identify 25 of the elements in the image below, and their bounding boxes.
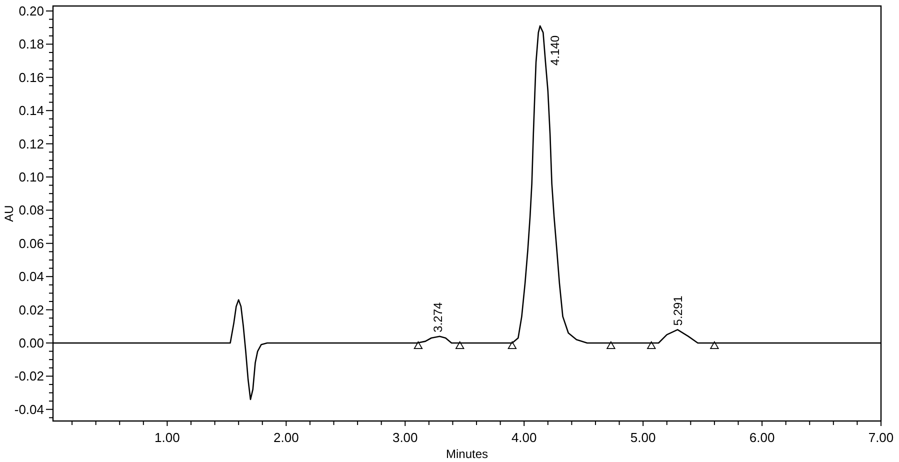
x-tick-label: 4.00 — [511, 430, 537, 445]
y-tick-label: 0.18 — [18, 36, 44, 52]
y-tick-label: 0.08 — [18, 202, 44, 218]
y-tick-label: 0.16 — [18, 70, 44, 85]
y-tick-label: 0.20 — [18, 4, 44, 19]
y-tick-label: 0.02 — [18, 302, 44, 318]
x-tick-label: 3.00 — [392, 430, 418, 445]
annotation: 5.291 — [671, 295, 686, 326]
x-tick-label: 1.00 — [154, 430, 180, 445]
y-tick-label: 0.14 — [18, 103, 44, 118]
x-tick-label: 6.00 — [749, 430, 775, 445]
y-tick-label: -0.04 — [14, 402, 44, 417]
y-tick-label: 0.06 — [18, 236, 44, 251]
annotation: 4.140 — [548, 35, 562, 66]
y-tick-label: 0.12 — [18, 136, 44, 152]
annotation: 3.274 — [431, 302, 446, 332]
y-tick-label: -0.02 — [14, 368, 44, 384]
x-axis-title: Minutes — [446, 447, 488, 461]
y-axis-title: AU — [2, 205, 16, 222]
x-tick-label: 7.00 — [868, 430, 894, 445]
y-tick-label: 0.04 — [18, 269, 44, 284]
y-tick-label: 0.10 — [18, 170, 44, 185]
x-tick-label: 5.00 — [630, 430, 656, 445]
x-tick-label: 2.00 — [274, 430, 299, 445]
y-tick-label: 0.00 — [18, 336, 44, 351]
